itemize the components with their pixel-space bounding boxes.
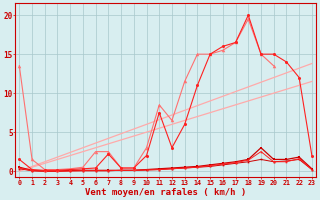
X-axis label: Vent moyen/en rafales ( km/h ): Vent moyen/en rafales ( km/h ) xyxy=(85,188,246,197)
